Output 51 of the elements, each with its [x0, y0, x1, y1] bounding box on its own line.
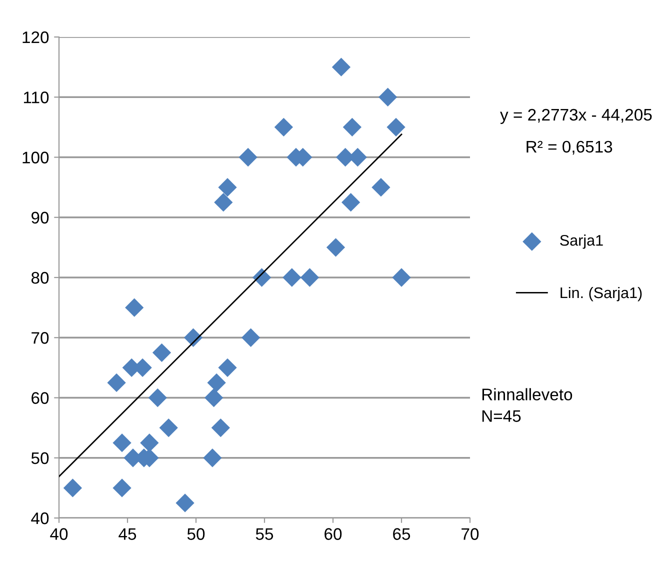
point	[63, 478, 82, 498]
point	[211, 418, 230, 438]
point	[326, 238, 346, 257]
point	[378, 88, 398, 106]
x-tick-label: 45	[118, 528, 136, 540]
x-tick-label: 50	[187, 528, 205, 540]
point	[203, 448, 222, 468]
y-tick-label: 110	[24, 92, 49, 104]
y-tick-label: 100	[22, 152, 49, 164]
point	[207, 373, 226, 392]
point	[392, 268, 411, 287]
point	[386, 118, 406, 137]
point	[112, 434, 132, 452]
legend-label: Lin. (Sarja1)	[560, 286, 642, 302]
point	[341, 193, 360, 212]
point	[125, 298, 144, 317]
text: R² = 0,6513	[526, 140, 612, 155]
x-tick-label: 60	[324, 528, 342, 540]
point	[300, 268, 320, 287]
point	[332, 58, 351, 76]
y-tick-label: 80	[31, 272, 49, 284]
point	[282, 268, 302, 287]
y-tick-label: 90	[32, 212, 49, 224]
x-tick-label: 55	[256, 528, 274, 540]
y-tick-label: 60	[32, 392, 49, 404]
legend-label: Sarja1	[560, 234, 603, 249]
text: Rinnalleveto N=45	[482, 388, 572, 422]
point	[372, 178, 390, 197]
point	[214, 193, 233, 212]
point	[152, 343, 172, 362]
y-tick-label: 70	[32, 332, 49, 344]
point	[148, 388, 167, 408]
point	[241, 328, 260, 347]
point	[204, 388, 224, 408]
point	[238, 148, 258, 167]
point	[140, 434, 159, 452]
y-tick-label: 40	[31, 512, 49, 524]
point	[159, 418, 178, 438]
point	[176, 494, 194, 512]
x-tick-label: 70	[462, 528, 479, 540]
point	[112, 478, 132, 498]
point	[342, 118, 362, 137]
x-tick-label: 40	[50, 528, 68, 540]
x-tick-label: 65	[393, 528, 410, 540]
point	[218, 178, 237, 197]
point	[218, 358, 237, 378]
point	[107, 373, 126, 392]
y-tick-label: 120	[22, 31, 49, 44]
point	[274, 118, 293, 137]
text: y = 2,2773x - 44,205	[500, 108, 652, 124]
y-tick-label: 50	[31, 452, 49, 464]
